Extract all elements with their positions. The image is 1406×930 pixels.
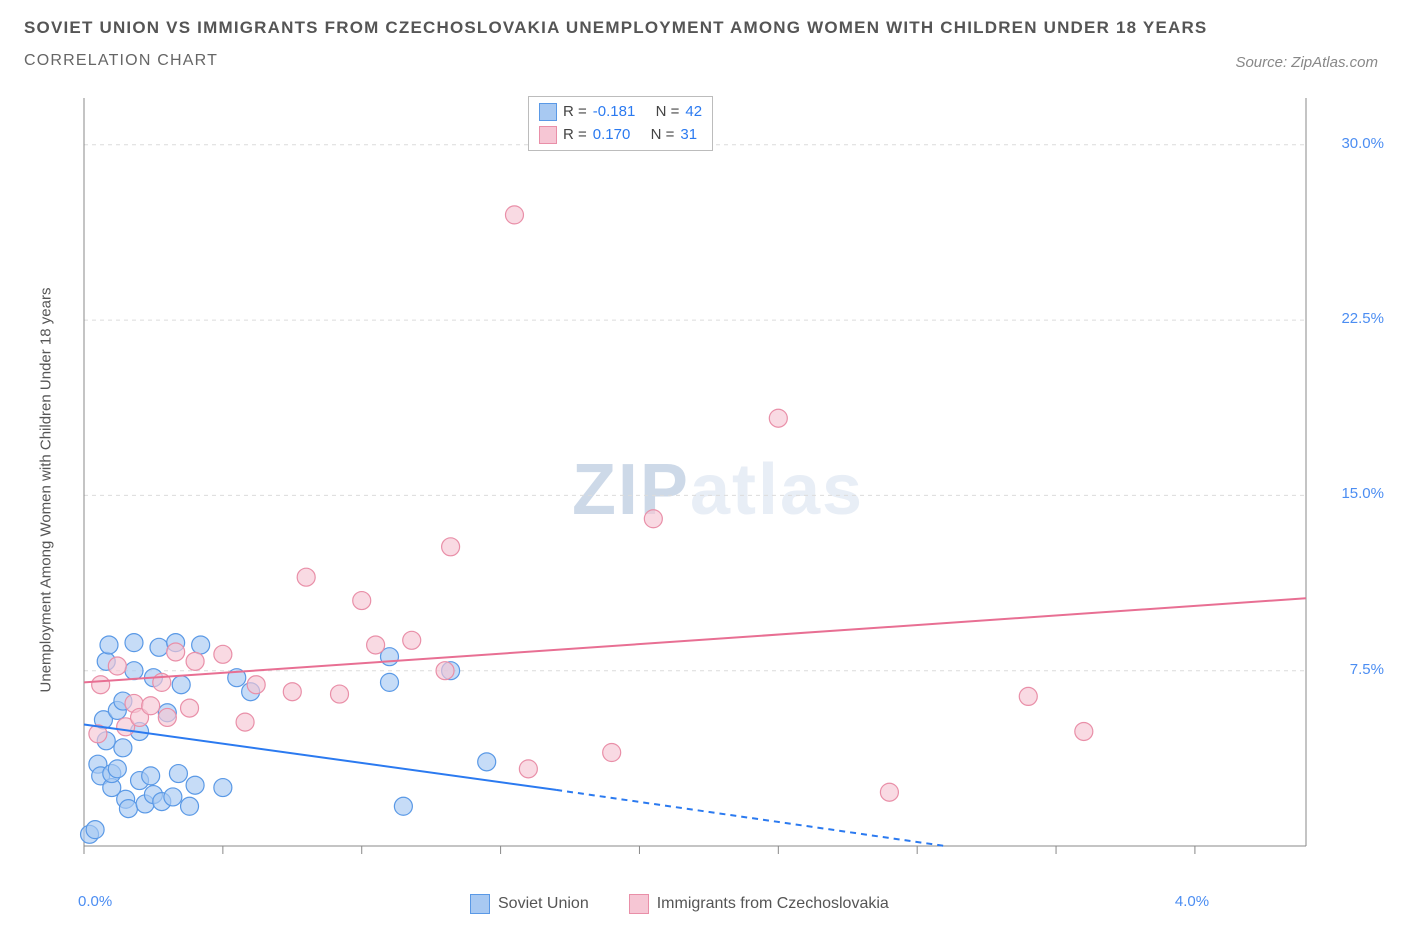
legend-label: Immigrants from Czechoslovakia xyxy=(657,895,889,913)
x-tick-label: 0.0% xyxy=(78,893,112,910)
stats-row: R = 0.170 N = 31 xyxy=(539,124,702,147)
scatter-plot xyxy=(78,92,1378,872)
chart-area: Unemployment Among Women with Children U… xyxy=(50,92,1386,888)
legend-swatch xyxy=(629,894,649,914)
source-attribution: Source: ZipAtlas.com xyxy=(1235,54,1378,71)
correlation-stats-box: R = -0.181 N = 42R = 0.170 N = 31 xyxy=(528,96,713,151)
x-tick-label: 4.0% xyxy=(1175,893,1209,910)
chart-title-line2: CORRELATION CHART xyxy=(24,52,1382,70)
legend-item: Soviet Union xyxy=(470,894,589,914)
y-tick-label: 15.0% xyxy=(1341,485,1384,502)
series-swatch xyxy=(539,103,557,121)
series-swatch xyxy=(539,126,557,144)
legend-swatch xyxy=(470,894,490,914)
y-tick-label: 30.0% xyxy=(1341,135,1384,152)
stats-row: R = -0.181 N = 42 xyxy=(539,101,702,124)
y-axis-label: Unemployment Among Women with Children U… xyxy=(38,288,55,693)
legend-item: Immigrants from Czechoslovakia xyxy=(629,894,889,914)
chart-title-line1: SOVIET UNION VS IMMIGRANTS FROM CZECHOSL… xyxy=(24,18,1382,38)
legend-label: Soviet Union xyxy=(498,895,589,913)
legend: Soviet Union Immigrants from Czechoslovak… xyxy=(470,894,889,914)
y-tick-label: 7.5% xyxy=(1350,661,1384,678)
y-tick-label: 22.5% xyxy=(1341,310,1384,327)
